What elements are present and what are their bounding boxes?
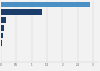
Bar	[1, 9, 42, 15]
Bar	[1, 17, 6, 23]
Bar	[1, 2, 90, 7]
Bar	[1, 25, 4, 31]
Bar	[1, 33, 3, 38]
Bar	[1, 40, 2, 46]
Bar	[1, 48, 2, 54]
